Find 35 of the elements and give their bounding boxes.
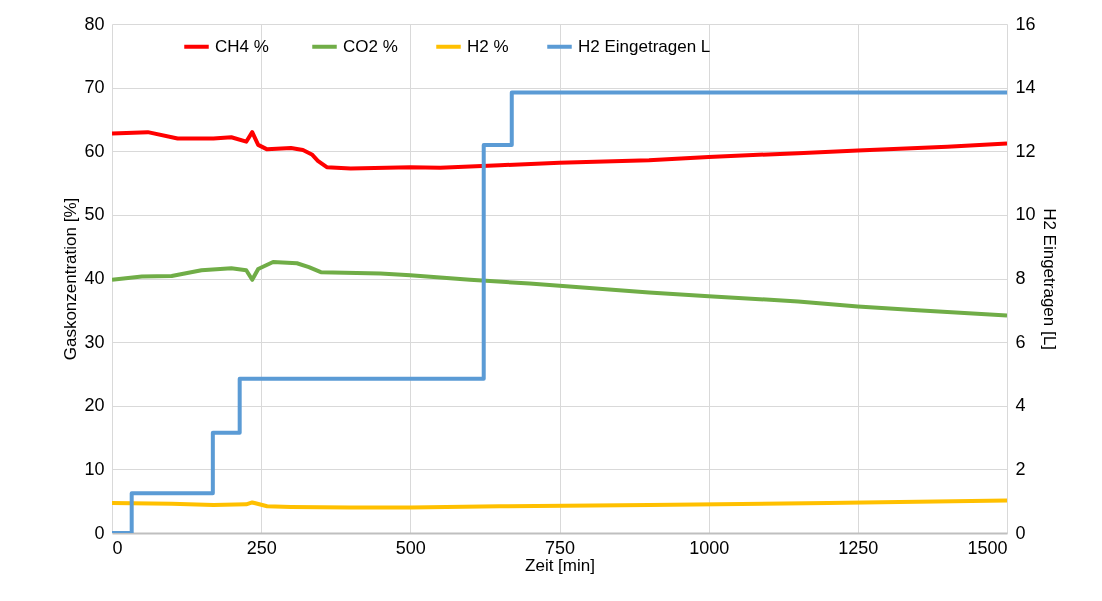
y-tick-label: 50	[84, 204, 105, 225]
y-tick-label: 80	[84, 13, 105, 34]
y2-tick-label: 6	[1015, 331, 1026, 352]
x-tick-label: 750	[544, 537, 576, 558]
y-tick-label: 0	[94, 522, 105, 543]
line-series	[112, 498, 1007, 510]
line-series	[112, 130, 1007, 171]
y2-tick-label: 4	[1015, 395, 1026, 416]
x-tick-label: 1000	[689, 537, 730, 558]
x-tick-label: 250	[246, 537, 277, 558]
y2-tick-label: 2	[1015, 458, 1026, 479]
y-tick-label: 60	[84, 140, 105, 161]
y-axis-title: Gaskonzentration [%]	[61, 197, 81, 361]
legend-label: H2 %	[467, 36, 509, 56]
y2-tick-label: 12	[1015, 140, 1036, 161]
line-series	[112, 259, 1007, 318]
y2-axis-title: H2 Eingetragen [L]	[1039, 208, 1059, 350]
y-tick-label: 10	[84, 458, 105, 479]
y-tick-label: 70	[84, 77, 105, 98]
y2-tick-label: 0	[1015, 522, 1026, 543]
legend-label: H2 Eingetragen L	[578, 36, 711, 56]
x-tick-label: 0	[112, 537, 123, 558]
y-tick-label: 40	[84, 268, 105, 288]
x-axis-title: Zeit [min]	[525, 555, 595, 575]
y2-tick-label: 10	[1015, 204, 1036, 225]
y2-tick-label: 14	[1015, 77, 1036, 98]
y-tick-label: 30	[84, 331, 105, 352]
y2-tick-label: 8	[1015, 268, 1026, 288]
legend-label: CO2 %	[343, 36, 398, 56]
x-tick-label: 500	[395, 537, 426, 558]
x-tick-label: 1250	[838, 537, 879, 558]
legend-label: CH4 %	[215, 36, 269, 56]
x-tick-label: 1500	[967, 537, 1008, 558]
y2-tick-label: 16	[1015, 13, 1036, 34]
y-tick-label: 20	[84, 395, 105, 416]
